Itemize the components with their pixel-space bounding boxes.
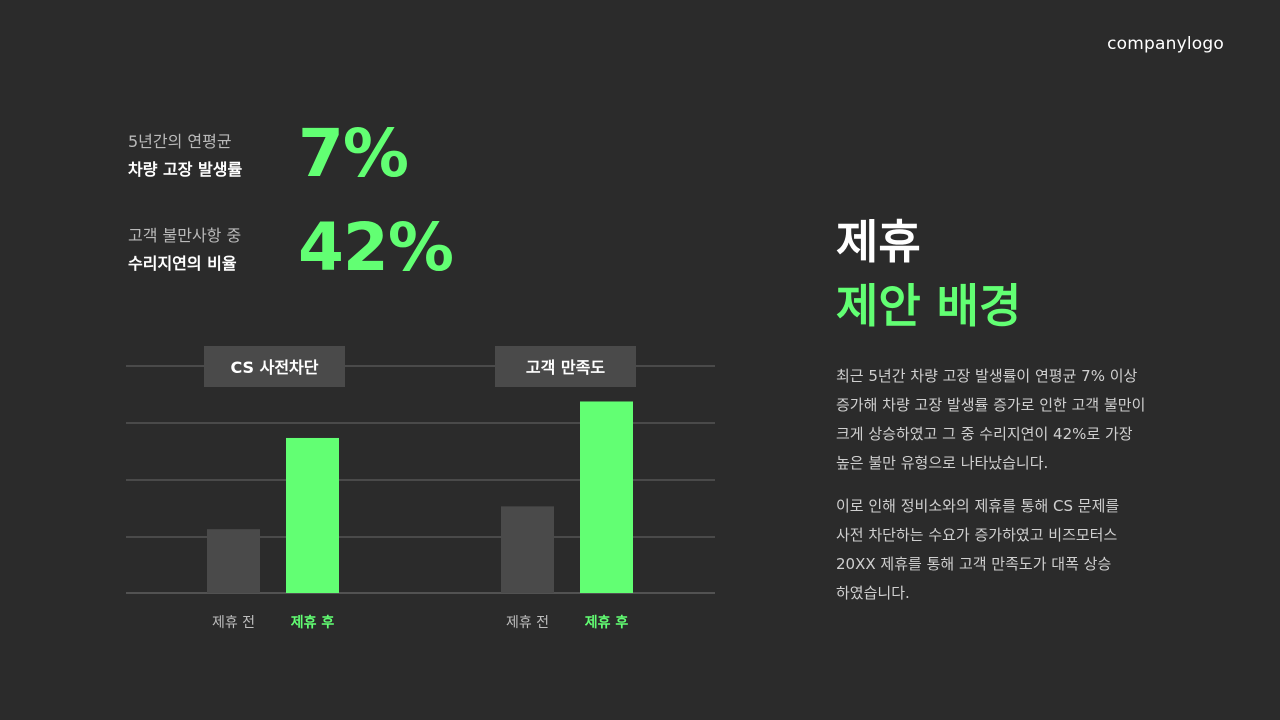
- body-text: 최근 5년간 차량 고장 발생률이 연평균 7% 이상 증가해 차량 고장 발생…: [836, 362, 1196, 608]
- text-line: 사전 차단하는 수요가 증가하였고 비즈모터스: [836, 526, 1118, 544]
- paragraph-2: 이로 인해 정비소와의 제휴를 통해 CS 문제를 사전 차단하는 수요가 증가…: [836, 492, 1196, 608]
- stat-label-line2: 수리지연의 비율: [128, 254, 237, 273]
- company-logo: companylogo: [1107, 34, 1224, 54]
- text-line: 최근 5년간 차량 고장 발생률이 연평균 7% 이상: [836, 367, 1138, 385]
- group-title-box: [204, 346, 345, 387]
- category-label: 제휴 전: [506, 615, 549, 631]
- text-line: 크게 상승하였고 그 중 수리지연이 42%로 가장: [836, 425, 1133, 443]
- text-line: 이로 인해 정비소와의 제휴를 통해 CS 문제를: [836, 497, 1120, 515]
- paragraph-1: 최근 5년간 차량 고장 발생률이 연평균 7% 이상 증가해 차량 고장 발생…: [836, 362, 1196, 478]
- stat-label-line1: 고객 불만사항 중: [128, 226, 242, 245]
- bar-before: [501, 506, 554, 593]
- group-title: CS 사전차단: [230, 358, 318, 377]
- stat-label: 고객 불만사항 중 수리지연의 비율: [128, 222, 288, 278]
- text-line: 20XX 제휴를 통해 고객 만족도가 대폭 상승: [836, 555, 1112, 573]
- text-line: 높은 불만 유형으로 나타났습니다.: [836, 454, 1049, 472]
- category-label: 제휴 전: [212, 615, 255, 631]
- text-line: 하였습니다.: [836, 584, 910, 602]
- bar-after: [580, 401, 633, 593]
- bar-before: [207, 529, 260, 593]
- group-title-box: [495, 346, 636, 387]
- heading-line1: 제휴: [836, 215, 921, 269]
- bar-after: [286, 437, 339, 593]
- category-label: 제휴 후: [291, 615, 335, 631]
- stat-value: 42%: [298, 209, 454, 286]
- stat-value: 7%: [298, 115, 409, 192]
- stat-label-line1: 5년간의 연평균: [128, 132, 232, 151]
- group-title: 고객 만족도: [526, 358, 605, 377]
- stat-label-line2: 차량 고장 발생률: [128, 160, 243, 179]
- section-heading: 제휴 제안 배경: [836, 210, 1021, 338]
- stat-label: 5년간의 연평균 차량 고장 발생률: [128, 128, 288, 184]
- text-line: 증가해 차량 고장 발생률 증가로 인한 고객 불만이: [836, 396, 1146, 414]
- category-label: 제휴 후: [585, 615, 629, 631]
- heading-line2: 제안 배경: [836, 279, 1022, 333]
